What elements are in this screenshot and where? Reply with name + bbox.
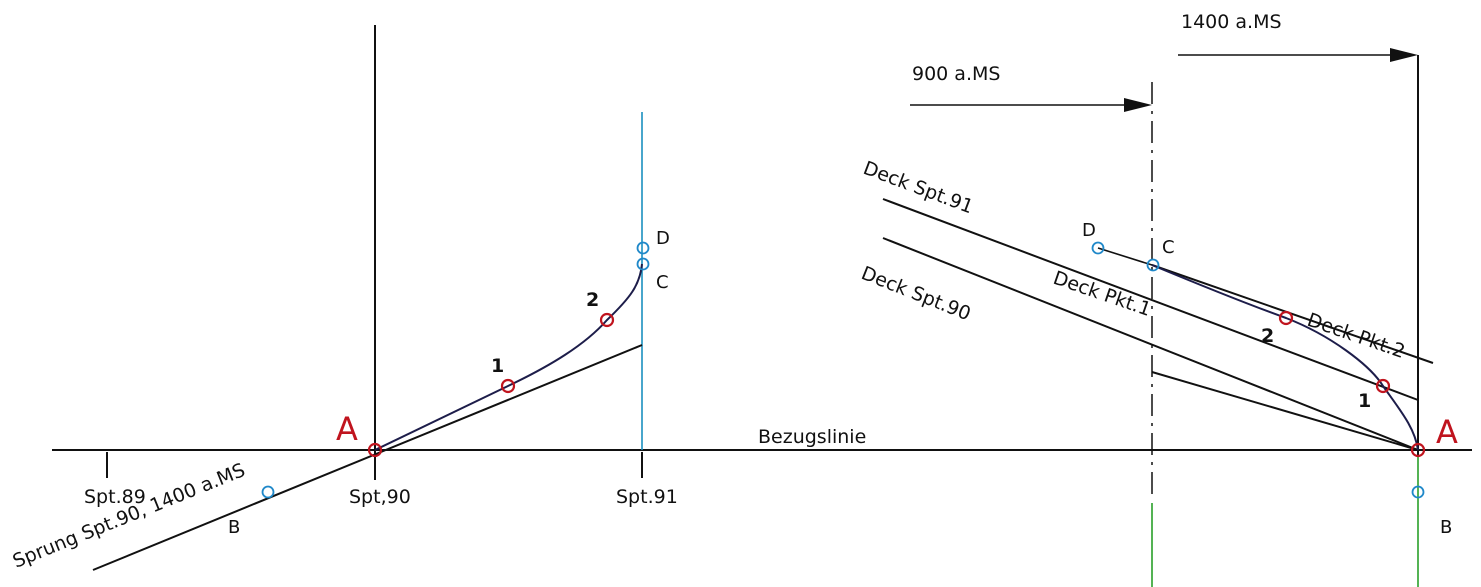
label-1-right: 1 — [1358, 390, 1371, 412]
label-2-right: 2 — [1261, 325, 1274, 347]
point-D-right — [1091, 241, 1105, 255]
dim-arrow-1400-head — [1390, 48, 1418, 62]
deck-curve-left — [374, 263, 643, 451]
label-spt91: Spt.91 — [616, 486, 678, 508]
label-B-left: B — [228, 517, 240, 538]
deck-spt90-lower-line — [1151, 371, 1419, 451]
deck-curve-right — [1151, 264, 1419, 451]
point-C-left — [636, 257, 650, 271]
deck-pkt1-line — [1151, 264, 1434, 364]
label-1400-ams: 1400 a.MS — [1181, 11, 1282, 33]
point-B-left — [261, 485, 275, 499]
dim-arrow-900-head — [1124, 98, 1152, 112]
label-2-left: 2 — [586, 289, 599, 311]
point-1-left — [500, 378, 516, 394]
point-2-right — [1278, 310, 1294, 326]
label-spt89: Spt.89 — [84, 486, 146, 508]
label-bezugslinie: Bezugslinie — [758, 426, 866, 448]
label-deck-pkt1: Deck Pkt.1 — [1050, 267, 1153, 321]
point-A-left — [367, 442, 383, 458]
label-A-left: A — [336, 410, 358, 448]
point-C-right — [1146, 258, 1160, 272]
point-A-right — [1410, 442, 1426, 458]
label-C-right: C — [1162, 237, 1175, 258]
label-deck-spt90: Deck Spt.90 — [858, 262, 974, 325]
label-D-right: D — [1082, 220, 1096, 241]
point-B-right — [1411, 485, 1425, 499]
label-900-ams: 900 a.MS — [912, 63, 1000, 85]
label-deck-spt91: Deck Spt.91 — [860, 157, 976, 218]
label-1-left: 1 — [491, 355, 504, 377]
deck-d-connector — [1097, 247, 1153, 266]
label-C-left: C — [656, 272, 669, 293]
label-D-left: D — [656, 228, 670, 249]
label-deck-pkt2: Deck Pkt.2 — [1304, 309, 1407, 363]
point-1-right — [1375, 378, 1391, 394]
deck-spt90-line — [882, 237, 1419, 451]
label-B-right: B — [1440, 517, 1452, 538]
label-spt90: Spt,90 — [349, 486, 411, 508]
deck-spt91-line — [882, 198, 1419, 401]
sprung-line — [92, 344, 643, 571]
label-A-right: A — [1436, 413, 1458, 451]
point-2-left — [599, 312, 615, 328]
point-D-left — [636, 241, 650, 255]
